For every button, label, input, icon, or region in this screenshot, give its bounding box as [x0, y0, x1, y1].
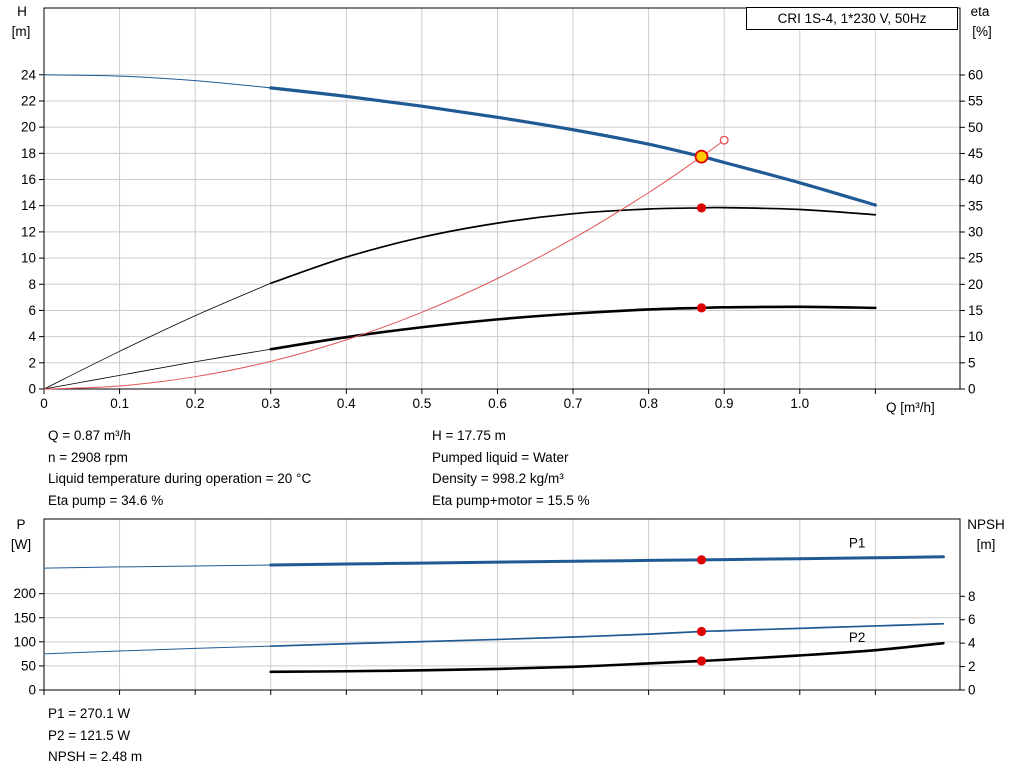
p1-curve: [269, 555, 945, 567]
svg-text:2: 2: [968, 659, 976, 674]
svg-text:6: 6: [28, 303, 36, 318]
svg-text:1.0: 1.0: [790, 396, 809, 411]
p1-curve-label: P1: [849, 535, 866, 550]
p2-curve: [269, 622, 945, 648]
head-eta-chart-canvas: 0246810121416182022240510152025303540455…: [21, 7, 983, 411]
info-eta-pump: Eta pump = 34.6 %: [48, 492, 164, 508]
duty-point: [694, 149, 709, 164]
eta-pump-motor-point: [696, 303, 707, 313]
svg-text:100: 100: [13, 634, 36, 649]
svg-text:30: 30: [968, 224, 983, 239]
svg-text:0.6: 0.6: [488, 396, 507, 411]
svg-text:0: 0: [28, 382, 36, 397]
power-axis-title: P: [16, 517, 26, 532]
eta-pump-motor-curve: [269, 305, 877, 351]
svg-text:24: 24: [21, 67, 37, 82]
svg-text:8: 8: [968, 589, 976, 604]
svg-text:4: 4: [968, 636, 976, 651]
eta-axis-unit: [%]: [972, 24, 992, 39]
info-speed: n = 2908 rpm: [48, 449, 128, 465]
duty-info-right: H = 17.75 m Pumped liquid = Water Densit…: [432, 425, 590, 511]
svg-text:45: 45: [968, 146, 983, 161]
svg-text:4: 4: [28, 329, 36, 344]
svg-text:10: 10: [21, 251, 36, 266]
svg-text:0: 0: [40, 396, 48, 411]
eta-pump-curve-low: [43, 282, 272, 390]
info-eta-pump-motor: Eta pump+motor = 15.5 %: [432, 492, 590, 508]
svg-text:0.7: 0.7: [564, 396, 583, 411]
p2-point: [696, 626, 707, 637]
svg-text:200: 200: [13, 586, 36, 601]
svg-text:15: 15: [968, 303, 983, 318]
npsh-axis-unit: [m]: [976, 537, 996, 552]
svg-text:0.2: 0.2: [186, 396, 205, 411]
eta-pump-curve: [269, 206, 877, 285]
svg-text:20: 20: [21, 120, 36, 135]
svg-text:22: 22: [21, 93, 36, 108]
info-p1: P1 = 270.1 W: [48, 706, 131, 721]
svg-text:20: 20: [968, 277, 983, 292]
head-axis-title: H: [17, 4, 27, 19]
eta-axis-title: eta: [970, 4, 990, 19]
svg-text:0.4: 0.4: [337, 396, 356, 411]
power-info: P1 = 270.1 W P2 = 121.5 W NPSH = 2.48 m: [48, 703, 142, 768]
svg-text:8: 8: [28, 277, 36, 292]
head-axis-unit: [m]: [11, 24, 31, 39]
svg-text:0.8: 0.8: [639, 396, 658, 411]
info-flow: Q = 0.87 m³/h: [48, 428, 131, 443]
svg-text:25: 25: [968, 251, 983, 266]
svg-text:0: 0: [968, 683, 976, 698]
duty-info-left: Q = 0.87 m³/h n = 2908 rpm Liquid temper…: [48, 425, 311, 511]
svg-text:5: 5: [968, 355, 976, 370]
info-npsh: NPSH = 2.48 m: [48, 749, 143, 765]
info-head: H = 17.75 m: [432, 428, 506, 443]
power-axis-unit: [W]: [10, 537, 32, 552]
svg-text:50: 50: [968, 120, 983, 135]
svg-text:150: 150: [13, 610, 36, 625]
system-curve-end-marker: [719, 135, 729, 145]
svg-text:10: 10: [968, 329, 983, 344]
info-p2: P2 = 121.5 W: [48, 727, 131, 743]
svg-text:12: 12: [21, 224, 36, 239]
pump-model-title-box: CRI 1S-4, 1*230 V, 50Hz: [746, 7, 958, 30]
svg-text:0.1: 0.1: [110, 396, 129, 411]
p2-curve-low: [43, 645, 272, 655]
flow-axis-title: Q [m³/h]: [886, 400, 935, 415]
power-npsh-chart-canvas: 0 50 100 150 200 0 2 4 6 8 P1 P2: [13, 518, 976, 698]
svg-text:40: 40: [968, 172, 983, 187]
svg-text:0.3: 0.3: [261, 396, 280, 411]
svg-text:14: 14: [21, 198, 37, 213]
p1-curve-low: [43, 564, 272, 569]
head-curve: [269, 86, 877, 207]
svg-text:60: 60: [968, 67, 983, 82]
svg-text:35: 35: [968, 198, 983, 213]
eta-pump-motor-curve-low: [43, 348, 272, 390]
svg-text:0: 0: [968, 382, 976, 397]
svg-text:0.5: 0.5: [412, 396, 431, 411]
svg-text:55: 55: [968, 94, 983, 109]
info-liquid: Pumped liquid = Water: [432, 449, 569, 465]
npsh-point: [696, 656, 707, 666]
svg-text:18: 18: [21, 146, 36, 161]
svg-text:2: 2: [28, 355, 36, 370]
p1-point: [696, 555, 707, 565]
svg-text:16: 16: [21, 172, 36, 187]
p2-curve-label: P2: [849, 630, 866, 645]
info-density: Density = 998.2 kg/m³: [432, 471, 564, 487]
info-temperature: Liquid temperature during operation = 20…: [48, 471, 312, 487]
head-curve-low: [43, 74, 272, 89]
svg-text:0: 0: [28, 683, 36, 698]
svg-text:6: 6: [968, 612, 976, 627]
svg-text:50: 50: [21, 658, 36, 673]
npsh-axis-title: NPSH: [967, 517, 1005, 532]
npsh-curve: [269, 641, 945, 674]
svg-text:0.9: 0.9: [715, 396, 734, 411]
eta-pump-point: [696, 203, 707, 213]
system-curve: [43, 139, 725, 390]
